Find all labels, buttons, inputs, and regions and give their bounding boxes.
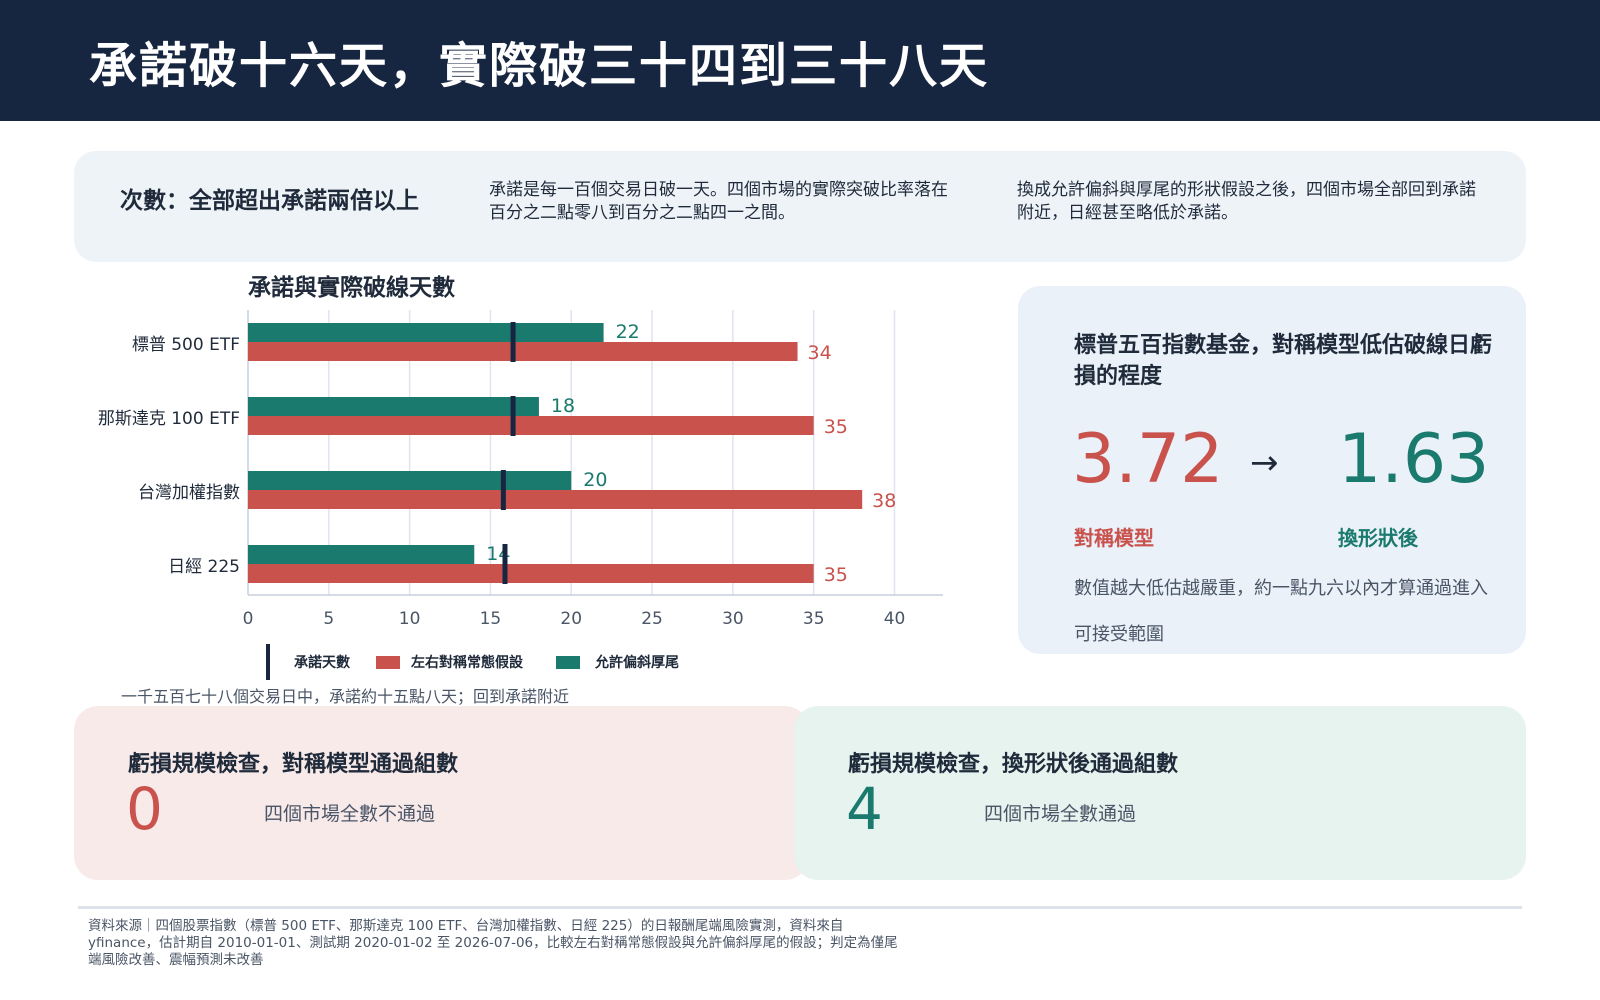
kpi-before-value: 3.72 — [1072, 420, 1224, 499]
x-tick-label: 20 — [560, 609, 582, 629]
x-tick-label: 35 — [803, 609, 825, 629]
data-label-skew: 22 — [616, 321, 640, 343]
bar-skew — [248, 323, 604, 342]
bar-normal — [248, 564, 814, 583]
chart-note: 一千五百七十八個交易日中，承諾約十五點八天；回到承諾附近 — [121, 687, 570, 706]
header-bar: 承諾破十六天，實際破三十四到三十八天 — [0, 0, 1600, 121]
legend-skew-label: 允許偏斜厚尾 — [595, 655, 679, 671]
data-label-normal: 34 — [808, 342, 832, 364]
bar-skew — [248, 545, 475, 564]
kpi-title: 標普五百指數基金，對稱模型低估破線日虧損的程度 — [1074, 333, 1493, 389]
commitment-marker — [502, 544, 508, 584]
legend-commit-marker — [266, 644, 270, 680]
category-label: 那斯達克 100 ETF — [98, 409, 240, 429]
data-label-skew: 18 — [551, 395, 575, 417]
source-note: 資料來源｜四個股票指數（標普 500 ETF、那斯達克 100 ETF、台灣加權… — [88, 918, 898, 968]
bar-skew — [248, 471, 572, 490]
summary-paragraph-2: 換成允許偏斜與厚尾的形狀假設之後，四個市場全部回到承諾附近，日經甚至略低於承諾。 — [1017, 180, 1476, 223]
footer-divider — [78, 906, 1522, 909]
shape-card-title: 虧損規模檢查，換形狀後通過組數 — [848, 752, 1179, 777]
shape-pass-card: 虧損規模檢查，換形狀後通過組數 4 四個市場全數通過 — [794, 706, 1526, 880]
bar-skew — [248, 397, 539, 416]
x-tick-label: 10 — [399, 609, 421, 629]
kpi-description: 數值越大低估越嚴重，約一點九六以內才算通過進入可接受範圍 — [1074, 578, 1488, 645]
data-label-normal: 35 — [824, 564, 848, 586]
kpi-panel: 標普五百指數基金，對稱模型低估破線日虧損的程度 3.72 → 1.63 對稱模型… — [1018, 286, 1526, 654]
commitment-marker — [510, 396, 516, 436]
bar-normal — [248, 342, 798, 361]
arrow-right-icon: → — [1250, 443, 1279, 483]
symmetric-card-title: 虧損規模檢查，對稱模型通過組數 — [128, 752, 459, 777]
x-tick-label: 30 — [722, 609, 744, 629]
data-label-normal: 38 — [872, 490, 896, 512]
legend-normal-swatch — [376, 656, 400, 669]
x-tick-label: 15 — [480, 609, 502, 629]
shape-card-desc: 四個市場全數通過 — [984, 803, 1137, 825]
x-tick-label: 40 — [884, 609, 906, 629]
kpi-after-value: 1.63 — [1338, 420, 1490, 499]
chart-title: 承諾與實際破線天數 — [248, 275, 455, 301]
category-label: 標普 500 ETF — [132, 335, 240, 355]
symmetric-pass-card: 虧損規模檢查，對稱模型通過組數 0 四個市場全數不通過 — [74, 706, 809, 880]
kpi-before-label: 對稱模型 — [1074, 526, 1154, 550]
x-tick-label: 5 — [323, 609, 334, 629]
bar-normal — [248, 416, 814, 435]
x-tick-label: 0 — [243, 609, 254, 629]
page-title: 承諾破十六天，實際破三十四到三十八天 — [89, 38, 990, 94]
symmetric-card-desc: 四個市場全數不通過 — [264, 803, 436, 825]
legend-commit-label: 承諾天數 — [294, 655, 350, 671]
category-label: 日經 225 — [168, 557, 240, 577]
commitment-marker — [500, 470, 506, 510]
x-tick-label: 25 — [641, 609, 663, 629]
summary-panel: 次數：全部超出承諾兩倍以上 承諾是每一百個交易日破一天。四個市場的實際突破比率落… — [74, 151, 1526, 262]
legend-skew-swatch — [556, 656, 580, 669]
category-label: 台灣加權指數 — [138, 483, 240, 503]
legend-normal-label: 左右對稱常態假設 — [411, 655, 523, 671]
bar-normal — [248, 490, 863, 509]
data-label-skew: 20 — [583, 469, 607, 491]
data-label-normal: 35 — [824, 416, 848, 438]
shape-card-value: 4 — [846, 775, 883, 843]
summary-lead: 次數：全部超出承諾兩倍以上 — [120, 188, 419, 214]
bar-chart: 0 5 10 15 20 25 30 35 40 標普 500 ETF 22 34 那斯達克 100 E… — [98, 310, 943, 629]
commitment-marker — [510, 322, 516, 362]
kpi-after-label: 換形狀後 — [1338, 526, 1418, 550]
symmetric-card-value: 0 — [126, 775, 163, 843]
summary-paragraph-1: 承諾是每一百個交易日破一天。四個市場的實際突破比率落在百分之二點零八到百分之二點… — [489, 180, 948, 223]
